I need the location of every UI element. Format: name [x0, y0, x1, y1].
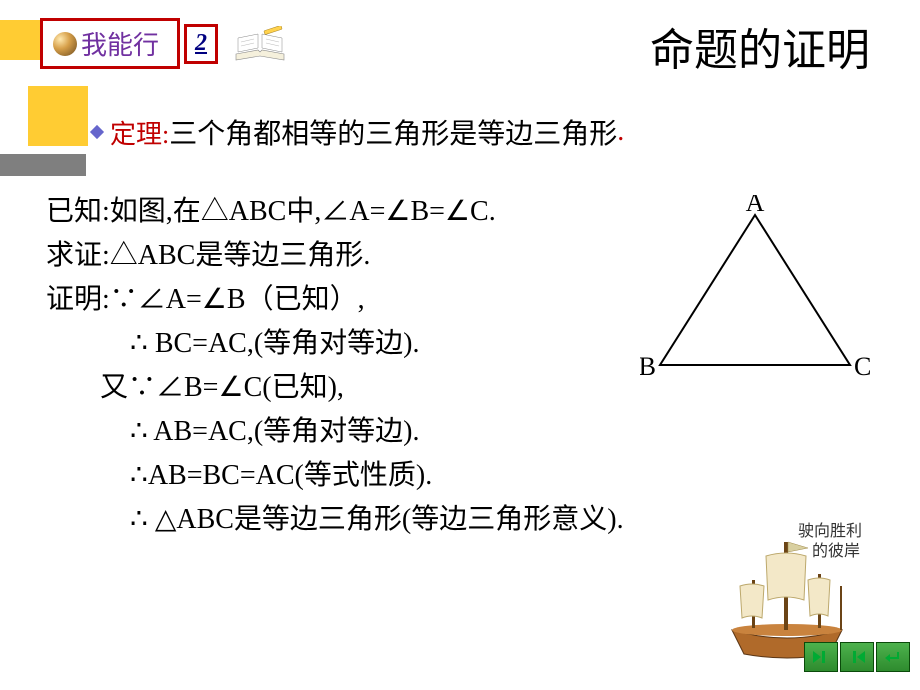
proof-p6: ∴ △ABC是等边三角形(等边三角形意义).: [46, 498, 646, 542]
given-p2: 求证:△ABC是等边三角形.: [46, 234, 646, 278]
slide-number: 2: [195, 30, 207, 57]
proof-p2: ∴ BC=AC,(等角对等边).: [46, 322, 646, 366]
nav-next-button[interactable]: [804, 642, 838, 672]
theorem-body: 三个角都相等的三角形是等边三角形: [169, 112, 617, 152]
theorem-period: .: [617, 116, 624, 148]
book-icon: [234, 26, 286, 62]
body-text: 已知:如图,在△ABC中,∠A=∠B=∠C. 求证:△ABC是等边三角形. 证明…: [46, 190, 646, 542]
proof-p4: ∴ AB=AC,(等角对等边).: [46, 410, 646, 454]
proof-p1: 证明:∵∠A=∠B（已知）,: [46, 278, 646, 322]
proof-p3: 又∵∠B=∠C(已知),: [46, 366, 646, 410]
sphere-icon: [53, 32, 77, 56]
given-p1: 已知:如图,在△ABC中,∠A=∠B=∠C.: [46, 190, 646, 234]
slide-number-box: 2: [184, 24, 218, 64]
decor-square: [28, 86, 88, 146]
triangle-figure: A B C: [640, 195, 870, 395]
theorem-line: 定理: 三个角都相等的三角形是等边三角形 .: [92, 112, 624, 152]
svg-text:B: B: [640, 352, 656, 381]
diamond-icon: [90, 125, 104, 139]
nav-return-button[interactable]: [876, 642, 910, 672]
proof-p5: ∴AB=BC=AC(等式性质).: [46, 454, 646, 498]
page-title: 命题的证明: [650, 14, 870, 78]
svg-text:C: C: [854, 352, 870, 381]
header: 我能行 2: [40, 18, 286, 69]
badge-box: 我能行: [40, 18, 180, 69]
decor-grey-bar: [0, 154, 86, 176]
theorem-label: 定理:: [110, 114, 169, 151]
svg-text:A: A: [746, 195, 765, 217]
nav-prev-button[interactable]: [840, 642, 874, 672]
nav-buttons: [804, 642, 910, 672]
badge-text: 我能行: [81, 25, 159, 62]
